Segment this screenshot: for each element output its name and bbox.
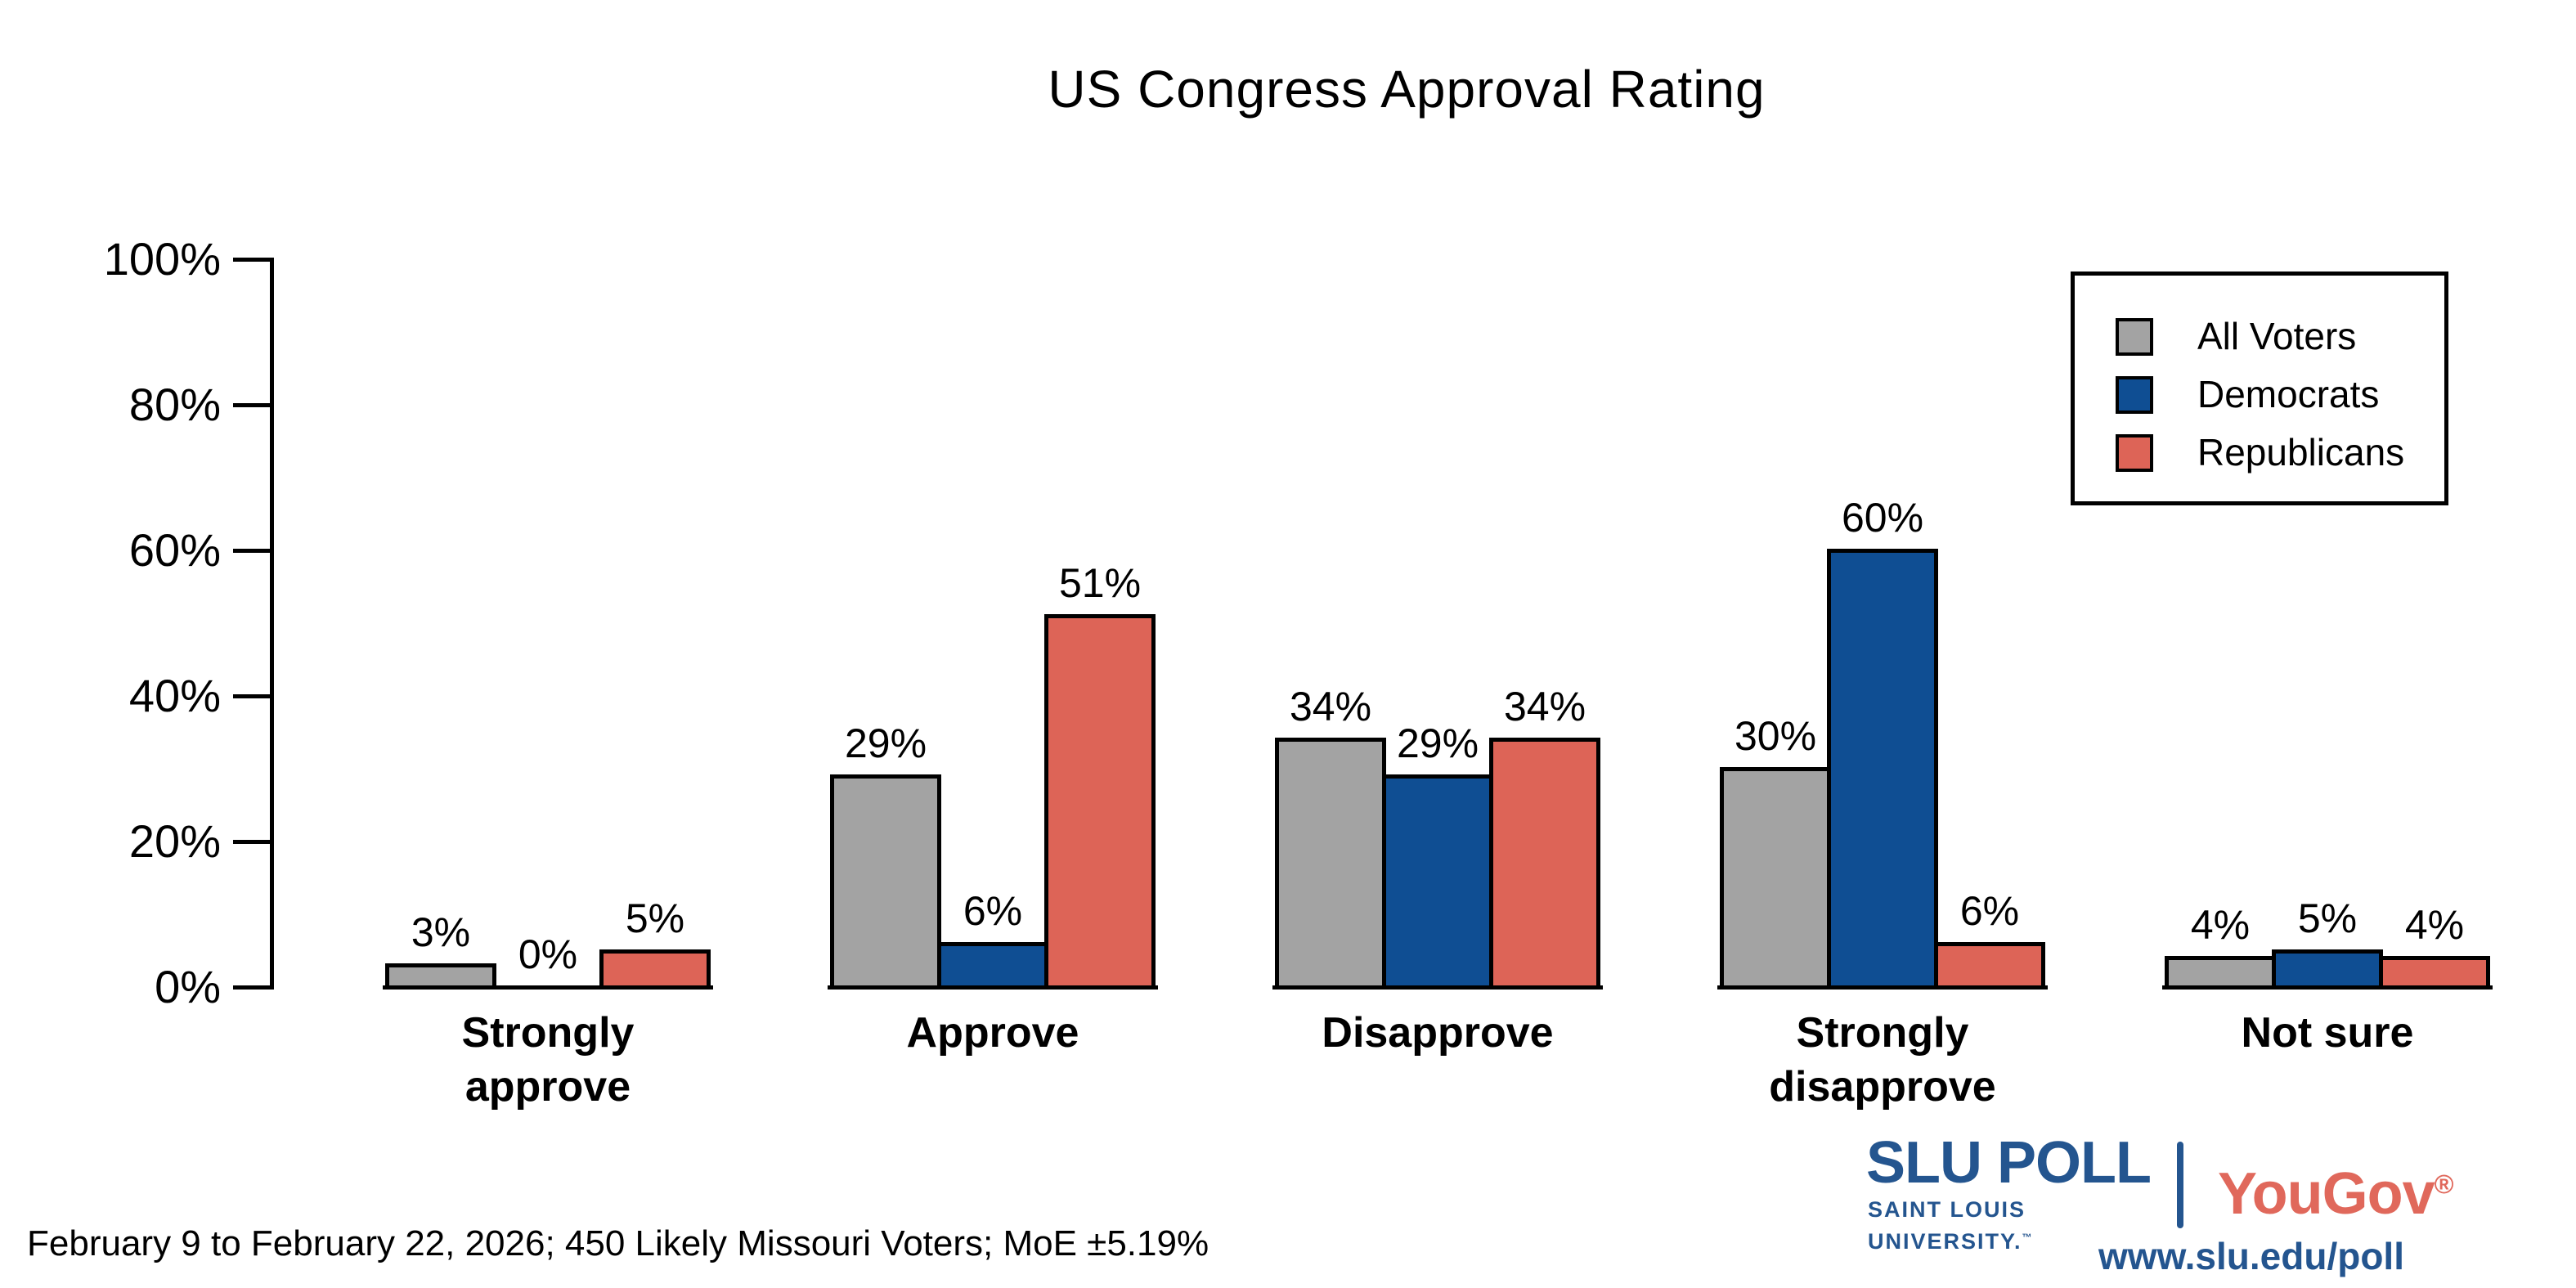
- slu-university-wordmark: SAINT LOUIS UNIVERSITY.™: [1868, 1196, 2179, 1255]
- bar-value-label: 29%: [844, 720, 927, 766]
- y-axis-tick-label: 80%: [128, 379, 221, 430]
- x-category-label: Not sure: [2241, 1009, 2414, 1057]
- y-axis-tick-label: 100%: [103, 233, 221, 285]
- bar-democrats: [937, 941, 1048, 990]
- bar-value-label: 4%: [2190, 902, 2251, 949]
- bar-all-voters: [2165, 956, 2276, 990]
- y-axis-tick-label: 0%: [155, 961, 221, 1012]
- yougov-logo: YouGov®: [2218, 1151, 2454, 1227]
- slu-university-text: SAINT LOUIS UNIVERSITY.: [1868, 1197, 2026, 1254]
- y-axis-tick: [233, 985, 270, 990]
- bar-republicans: [599, 949, 711, 990]
- slu-poll-logo: SLU POLL: [1866, 1130, 2152, 1196]
- bar-all-voters: [1275, 738, 1386, 990]
- y-axis-tick: [233, 694, 270, 698]
- bar-all-voters: [1720, 767, 1831, 990]
- y-axis-line: [270, 258, 274, 990]
- y-axis-tick: [233, 258, 270, 262]
- logo-separator-bar: [2177, 1142, 2183, 1228]
- bar-value-label: 34%: [1289, 684, 1372, 730]
- bar-republicans: [1044, 614, 1156, 990]
- trademark-symbol: ™: [2022, 1232, 2034, 1243]
- bar-value-label: 34%: [1503, 684, 1586, 730]
- legend-swatch-democrats: [2116, 376, 2153, 414]
- y-axis-tick: [233, 840, 270, 844]
- bar-value-label: 29%: [1396, 720, 1479, 766]
- bar-all-voters: [385, 963, 496, 990]
- bar-value-label: 0%: [518, 931, 578, 977]
- bar-value-label: 51%: [1058, 560, 1142, 607]
- bar-value-label: 3%: [411, 909, 471, 956]
- legend-label: Republicans: [2197, 431, 2405, 473]
- y-axis-tick-label: 60%: [128, 524, 221, 576]
- bar-republicans: [2379, 956, 2490, 990]
- chart-title: US Congress Approval Rating: [1048, 60, 1766, 119]
- y-axis-tick: [233, 403, 270, 407]
- y-axis-tick-label: 40%: [128, 670, 221, 721]
- y-axis-tick-label: 20%: [128, 815, 221, 867]
- bar-all-voters: [830, 774, 941, 990]
- bar-republicans: [1489, 738, 1600, 990]
- x-category-label: Approve: [906, 1009, 1079, 1057]
- bar-democrats: [1827, 549, 1938, 990]
- bar-value-label: 60%: [1841, 495, 1924, 541]
- bar-value-label: 6%: [963, 887, 1023, 934]
- legend-swatch-republicans: [2116, 434, 2153, 472]
- bar-republicans: [1934, 941, 2045, 990]
- bar-value-label: 4%: [2404, 902, 2465, 949]
- footer-note: February 9 to February 22, 2026; 450 Lik…: [27, 1223, 1209, 1263]
- group-baseline: [383, 985, 713, 990]
- x-category-label: Disapprove: [1322, 1009, 1554, 1057]
- bar-democrats: [2272, 949, 2383, 990]
- y-axis-tick: [233, 549, 270, 553]
- bar-value-label: 30%: [1734, 713, 1817, 759]
- legend-label: All Voters: [2197, 315, 2357, 357]
- legend: All Voters Democrats Republicans: [2071, 272, 2448, 505]
- bar-value-label: 5%: [625, 895, 685, 941]
- bar-value-label: 5%: [2297, 895, 2358, 941]
- registered-symbol: ®: [2434, 1169, 2454, 1199]
- yougov-text: YouGov: [2218, 1161, 2435, 1227]
- bar-democrats: [1382, 774, 1493, 990]
- x-category-label: Strongly approve: [461, 1009, 635, 1111]
- slu-poll-url: www.slu.edu/poll: [2098, 1235, 2404, 1277]
- legend-label: Democrats: [2197, 373, 2380, 415]
- legend-swatch-all-voters: [2116, 318, 2153, 356]
- bar-value-label: 6%: [1959, 887, 2020, 934]
- x-category-label: Strongly disapprove: [1769, 1009, 1996, 1111]
